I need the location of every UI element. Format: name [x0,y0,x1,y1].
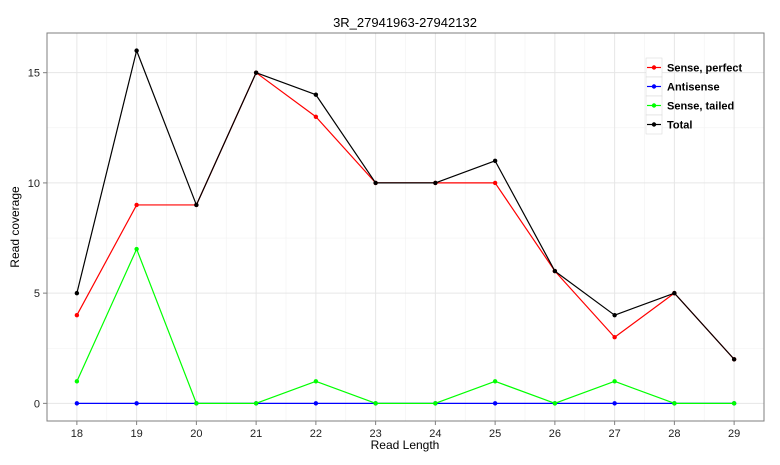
x-tick-label: 28 [668,428,680,440]
legend-key-point [651,84,657,89]
x-tick-label: 19 [131,428,143,440]
y-tick-label: 15 [28,68,40,80]
data-point-total [373,180,378,186]
axis-ticks: 0 5 10 15 18 19 20 21 22 23 24 25 26 27 28 29 [28,68,741,440]
series-total [74,48,737,362]
data-point-sense-tailed [313,379,319,384]
data-point-total [433,180,438,186]
plot-border [46,32,765,422]
data-point-total [552,268,558,274]
series-layer [74,48,737,406]
data-point-sense-perfect [492,180,498,186]
data-point-total [672,290,677,296]
data-point-sense-perfect [313,114,319,119]
chart-title: 3R_27941963-27942132 [333,15,477,30]
grid [47,33,764,421]
data-point-antisense [134,401,139,406]
legend-key-point [651,65,657,70]
data-point-sense-tailed [134,246,139,252]
x-tick-label: 23 [370,428,382,440]
data-point-sense-tailed [433,401,438,406]
legend-item-sense-perfect: Sense, perfect [645,57,743,78]
legend-label: Total [667,120,692,132]
x-tick-label: 27 [609,428,621,440]
data-point-sense-tailed [373,401,378,406]
legend-key-point [651,103,657,108]
legend-key-point [651,122,657,127]
data-point-antisense [492,401,498,406]
x-axis-title: Read Length [371,438,440,452]
legend-label: Antisense [667,82,720,94]
y-axis-title: Read coverage [8,186,22,268]
x-tick-label: 25 [489,428,501,440]
data-point-total [194,202,199,208]
data-point-total [313,92,319,97]
x-tick-label: 26 [549,428,561,440]
x-tick-label: 22 [310,428,322,440]
series-line-total [76,50,735,360]
legend-label: Sense, perfect [667,63,743,75]
legend-item-total: Total [645,114,692,135]
data-point-total [253,70,259,75]
data-point-sense-tailed [492,379,498,384]
data-point-sense-perfect [612,335,617,340]
data-point-antisense [74,401,80,406]
x-tick-label: 29 [728,428,740,440]
legend-item-sense-tailed: Sense, tailed [645,95,734,116]
data-point-sense-perfect [74,312,80,318]
y-tick-label: 0 [34,398,40,410]
x-tick-label: 21 [250,428,262,440]
data-point-total [492,158,498,164]
data-point-sense-tailed [253,401,259,406]
data-point-sense-tailed [74,379,80,384]
data-point-total [134,48,139,53]
data-point-total [612,312,617,318]
y-tick-label: 5 [34,288,40,300]
legend: Sense, perfect Antisense Sense, tailed Tota… [645,57,743,135]
x-tick-label: 20 [190,428,202,440]
data-point-sense-tailed [731,401,737,406]
x-tick-label: 24 [429,428,441,440]
x-tick-label: 18 [71,428,83,440]
data-point-sense-tailed [552,401,558,406]
data-point-antisense [612,401,617,406]
y-tick-label: 10 [28,178,40,190]
series-sense-tailed [74,246,737,406]
data-point-total [74,290,80,296]
data-point-sense-tailed [612,379,617,384]
data-point-sense-tailed [194,401,199,406]
data-point-sense-perfect [134,202,139,208]
legend-label: Sense, tailed [667,101,734,113]
data-point-antisense [313,401,319,406]
data-point-sense-tailed [672,401,677,406]
series-line-sense-tailed [76,248,735,404]
data-point-total [731,357,737,362]
legend-item-antisense: Antisense [645,76,720,97]
